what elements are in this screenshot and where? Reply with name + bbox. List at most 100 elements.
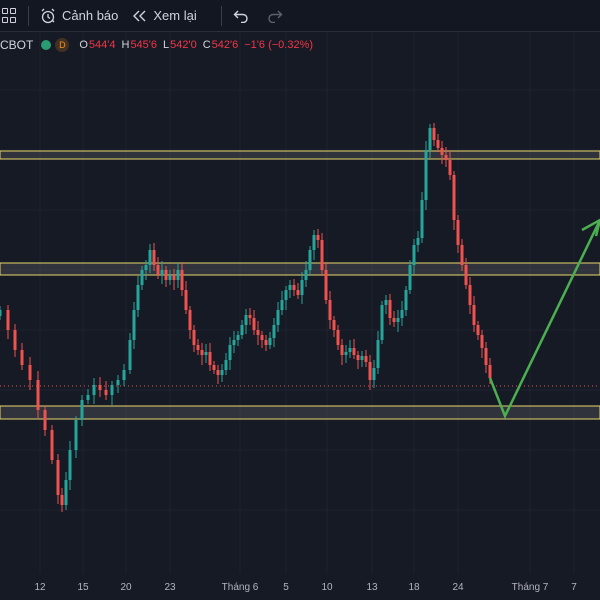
candle-body <box>364 356 368 362</box>
rewind-icon <box>133 10 146 21</box>
candle-body <box>380 305 384 340</box>
candle-body <box>252 318 256 330</box>
candle-body <box>432 128 436 140</box>
candle-body <box>316 235 320 240</box>
candle-body <box>196 345 200 350</box>
candle-body <box>98 385 102 390</box>
open-value: 544'4 <box>88 39 116 51</box>
candle-body <box>192 330 196 345</box>
undo-icon <box>233 10 248 23</box>
candlestick-series <box>0 123 492 512</box>
candle-body <box>360 356 364 360</box>
time-axis-tick: 23 <box>164 582 176 593</box>
candle-body <box>160 270 164 275</box>
candle-body <box>188 310 192 330</box>
candle-body <box>216 370 220 375</box>
candle-body <box>400 310 404 318</box>
candle-body <box>456 220 460 245</box>
candle-body <box>352 348 356 355</box>
candle-body <box>404 290 408 310</box>
layout-grid-icon[interactable] <box>2 7 18 24</box>
redo-icon <box>268 10 283 23</box>
candle-body <box>332 320 336 330</box>
candle-body <box>148 250 152 265</box>
candle-body <box>240 325 244 335</box>
alert-button[interactable]: Cảnh báo <box>39 7 118 25</box>
symbol-name[interactable]: CBOT <box>0 38 34 52</box>
candle-body <box>140 270 144 285</box>
candle-body <box>212 365 216 370</box>
candle-body <box>144 265 148 270</box>
candle-body <box>420 200 424 238</box>
time-axis[interactable]: 12 15 20 23 Tháng 6 5 10 13 18 24 Tháng 7 7 <box>0 574 600 600</box>
redo-button[interactable] <box>266 7 284 25</box>
candle-body <box>156 265 160 275</box>
time-axis-tick: 20 <box>120 582 132 593</box>
high-label: H <box>121 39 130 51</box>
candle-body <box>484 348 488 365</box>
candle-body <box>86 395 90 400</box>
candle-body <box>110 385 114 395</box>
candle-body <box>480 335 484 348</box>
candle-body <box>272 325 276 338</box>
candle-body <box>408 265 412 290</box>
price-zone-3 <box>0 405 600 420</box>
candle-body <box>180 270 184 290</box>
time-axis-tick: Tháng 7 <box>511 582 549 593</box>
open-label: O <box>79 39 88 51</box>
close-value: 542'6 <box>211 39 239 51</box>
candle-body <box>308 250 312 270</box>
candle-body <box>28 365 32 380</box>
candle-body <box>68 450 72 480</box>
time-axis-tick: 24 <box>452 582 464 593</box>
price-zone-1 <box>0 150 600 160</box>
candle-body <box>312 235 316 250</box>
high-value: 545'6 <box>130 39 158 51</box>
price-chart[interactable] <box>0 0 600 574</box>
candle-body <box>264 340 268 345</box>
candle-body <box>416 238 420 245</box>
candle-body <box>300 280 304 295</box>
replay-button[interactable]: Xem lại <box>132 8 197 23</box>
candle-body <box>328 300 332 320</box>
candle-body <box>256 330 260 335</box>
support-resistance-zones <box>0 150 600 420</box>
projection-arrowhead <box>581 218 600 237</box>
candle-body <box>440 148 444 155</box>
candle-body <box>228 345 232 360</box>
candle-body <box>320 240 324 270</box>
candle-body <box>224 360 228 370</box>
candle-body <box>372 368 376 380</box>
time-axis-tick: 13 <box>366 582 378 593</box>
candle-body <box>284 290 288 300</box>
candle-body <box>292 285 296 290</box>
candle-body <box>468 285 472 305</box>
top-toolbar: Cảnh báo Xem lại <box>0 0 600 32</box>
candle-body <box>424 150 428 200</box>
price-zone-2 <box>0 262 600 276</box>
undo-button[interactable] <box>232 7 250 25</box>
replay-label: Xem lại <box>153 8 197 23</box>
time-axis-tick: 15 <box>77 582 89 593</box>
candle-body <box>348 348 352 352</box>
time-axis-tick: 18 <box>408 582 420 593</box>
toolbar-divider <box>28 5 29 26</box>
candle-body <box>0 310 2 316</box>
candle-body <box>412 245 416 265</box>
candle-body <box>208 352 212 365</box>
candle-body <box>136 285 140 310</box>
candle-body <box>176 270 180 280</box>
candle-body <box>122 370 126 380</box>
candle-body <box>452 175 456 220</box>
candle-body <box>132 310 136 340</box>
candle-body <box>50 430 54 460</box>
time-axis-tick: 5 <box>283 582 289 593</box>
candle-body <box>172 275 176 280</box>
time-axis-tick: 7 <box>571 582 577 593</box>
chart-grid <box>0 0 600 574</box>
candle-body <box>204 352 208 355</box>
candle-body <box>80 400 84 420</box>
candle-body <box>244 315 248 325</box>
candle-body <box>304 270 308 280</box>
close-label: C <box>202 39 211 51</box>
